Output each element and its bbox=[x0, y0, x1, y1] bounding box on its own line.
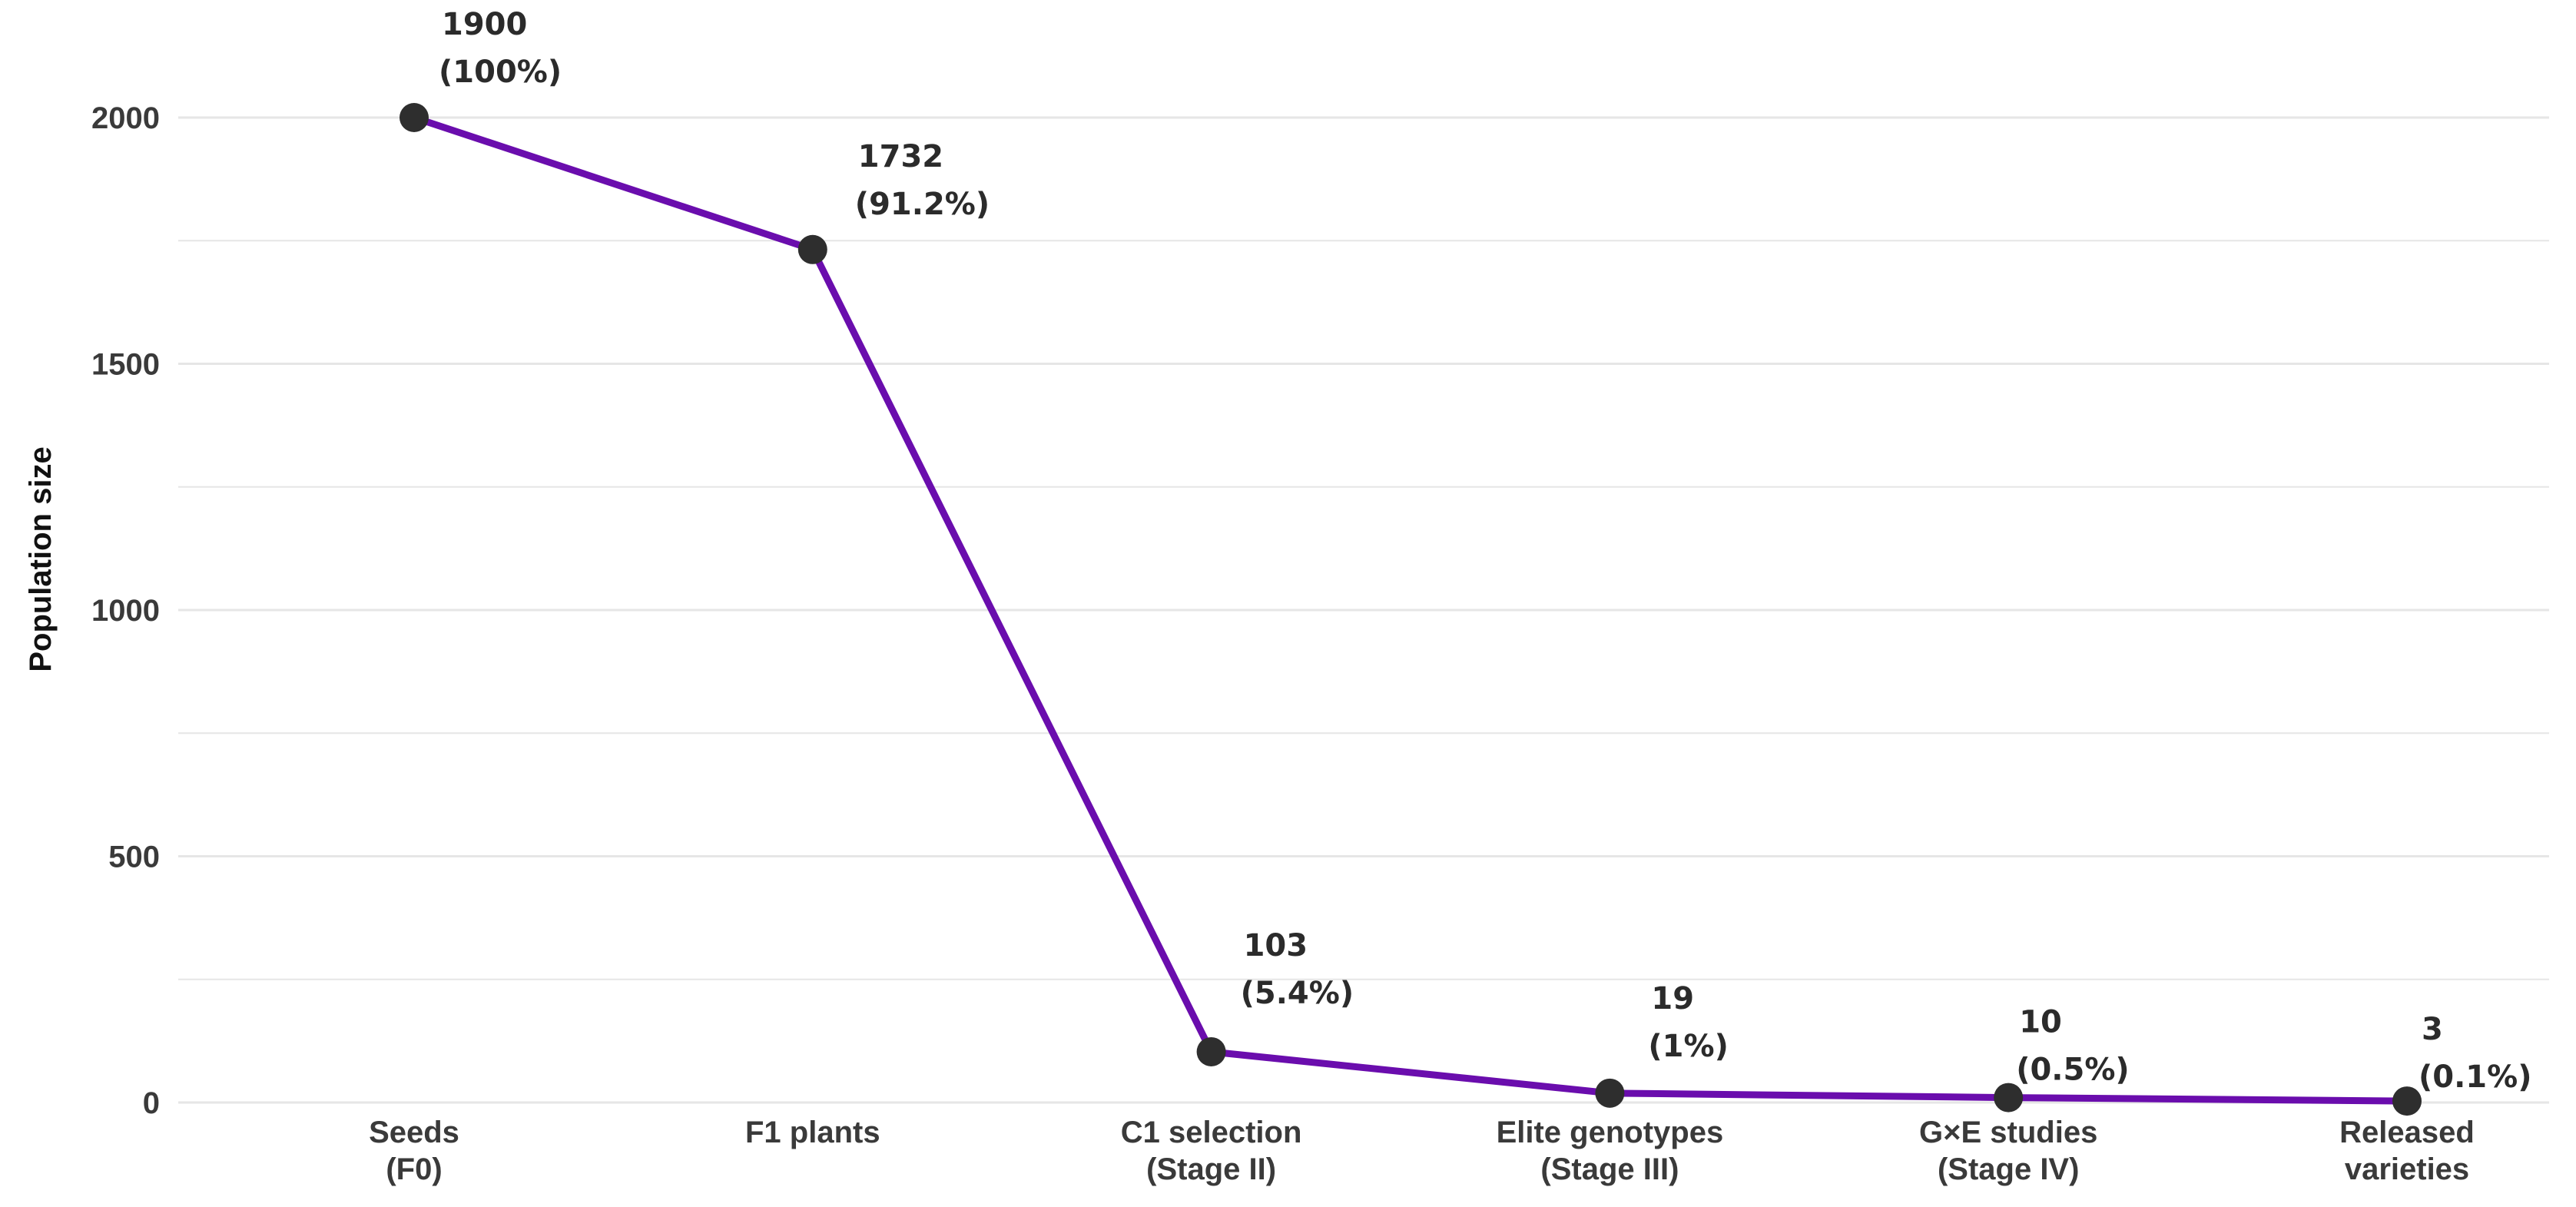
y-axis-title: Population size bbox=[24, 446, 58, 671]
x-category-label-line: varieties bbox=[2345, 1152, 2469, 1186]
series-line-group bbox=[399, 103, 2422, 1116]
data-point bbox=[1994, 1083, 2024, 1112]
data-point bbox=[1595, 1078, 1625, 1108]
x-category-label: Seeds (F0) bbox=[369, 1116, 459, 1186]
data-label: 1900 (100%) bbox=[439, 7, 562, 90]
x-category-label-line: (Stage II) bbox=[1146, 1152, 1276, 1186]
x-category-label-line: G×E studies bbox=[1919, 1116, 2097, 1149]
x-axis-categories: Seeds (F0) F1 plants C1 selection (Stage II)… bbox=[369, 1116, 2475, 1186]
x-category-label-line: (Stage III) bbox=[1540, 1152, 1679, 1186]
x-category-label-line: Released bbox=[2339, 1116, 2475, 1149]
y-tick-label: 1000 bbox=[91, 594, 160, 628]
x-category-label: G×E studies (Stage IV) bbox=[1919, 1116, 2097, 1186]
data-label-line: 103 bbox=[1244, 928, 1308, 963]
y-tick-label: 1500 bbox=[91, 348, 160, 382]
data-point bbox=[399, 103, 429, 132]
series-line bbox=[410, 114, 2411, 1105]
y-tick-label: 0 bbox=[143, 1086, 160, 1120]
x-category-label-line: (Stage IV) bbox=[1938, 1152, 2079, 1186]
grid-lines bbox=[178, 116, 2549, 1104]
x-category-label-line: Elite genotypes bbox=[1497, 1116, 1724, 1149]
data-label-line: 1732 bbox=[858, 139, 943, 174]
data-label-line: (0.1%) bbox=[2419, 1059, 2532, 1095]
data-label-line: 1900 bbox=[442, 7, 527, 42]
y-tick-label: 2000 bbox=[91, 101, 160, 135]
data-label: 19 (1%) bbox=[1648, 981, 1728, 1064]
x-category-label: Released varieties bbox=[2339, 1116, 2475, 1186]
data-label-line: 10 bbox=[2019, 1005, 2062, 1040]
x-category-label-line: (F0) bbox=[386, 1152, 442, 1186]
data-label: 1732 (91.2%) bbox=[855, 139, 990, 222]
data-point bbox=[1196, 1036, 1226, 1066]
data-label-line: (5.4%) bbox=[1241, 976, 1354, 1011]
data-label: 3 (0.1%) bbox=[2419, 1012, 2532, 1095]
x-category-label-line: C1 selection bbox=[1121, 1116, 1302, 1149]
x-category-label: C1 selection (Stage II) bbox=[1121, 1116, 1302, 1186]
x-category-label: F1 plants bbox=[745, 1116, 880, 1149]
data-label-line: 3 bbox=[2422, 1012, 2443, 1047]
y-tick-label: 500 bbox=[108, 841, 160, 874]
data-label-line: (100%) bbox=[439, 55, 562, 90]
data-point bbox=[2392, 1086, 2422, 1116]
data-labels: 1900 (100%) 1732 (91.2%) 103 (5.4%) 19 (1%) 10 (0… bbox=[439, 7, 2532, 1095]
x-category-label: Elite genotypes (Stage III) bbox=[1497, 1116, 1724, 1186]
data-label: 103 (5.4%) bbox=[1241, 928, 1354, 1011]
data-label-line: (1%) bbox=[1648, 1029, 1728, 1064]
data-label-line: 19 bbox=[1651, 981, 1694, 1016]
data-label-line: (0.5%) bbox=[2016, 1053, 2130, 1088]
data-point bbox=[797, 234, 827, 264]
x-category-label-line: Seeds bbox=[369, 1116, 459, 1149]
data-label: 10 (0.5%) bbox=[2016, 1005, 2130, 1088]
data-label-line: (91.2%) bbox=[855, 187, 990, 222]
y-axis-ticks: 0 500 1000 1500 2000 bbox=[91, 101, 160, 1120]
x-category-label-line: F1 plants bbox=[745, 1116, 880, 1149]
